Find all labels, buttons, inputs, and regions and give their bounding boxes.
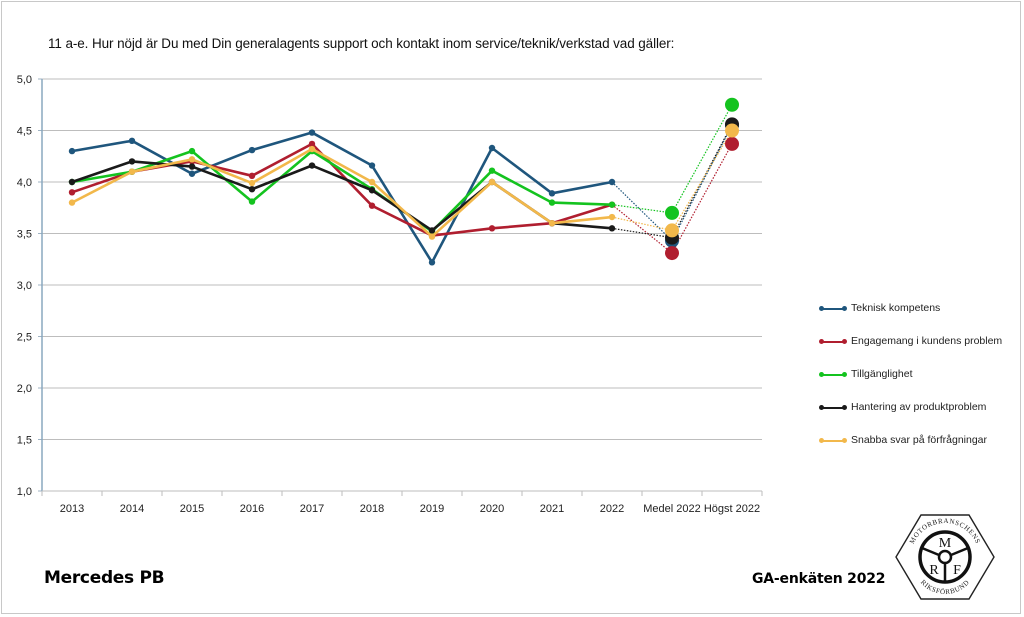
data-point [608, 178, 616, 186]
series-lines [68, 97, 739, 266]
x-tick-label: 2014 [120, 503, 144, 515]
data-point [248, 172, 256, 180]
y-tick-label: 2,5 [17, 332, 32, 344]
data-point [68, 189, 76, 196]
data-point [248, 179, 256, 187]
data-point [488, 167, 496, 174]
x-tick-label: 2016 [240, 503, 264, 515]
data-point [428, 233, 436, 240]
series-line [71, 147, 613, 238]
svg-text:F: F [953, 563, 961, 578]
data-point [308, 140, 316, 148]
data-point [188, 156, 196, 163]
y-tick-label: 3,5 [17, 229, 32, 241]
data-point [68, 147, 76, 155]
x-tick-label: 2017 [300, 503, 324, 515]
data-point [548, 190, 556, 197]
mrf-logo: MOTORBRANSCHENS RIKSFÖRBUND M R F [895, 514, 995, 600]
data-point [308, 129, 316, 136]
y-tick-label: 2,0 [17, 383, 32, 395]
data-point [248, 198, 256, 205]
svg-text:R: R [929, 563, 939, 578]
data-point [188, 170, 196, 177]
summary-point [665, 246, 679, 261]
summary-point [725, 97, 739, 112]
x-tick-label: 2020 [480, 503, 504, 515]
data-point [308, 145, 316, 153]
y-tick-label: 4,0 [17, 177, 32, 189]
x-tick-label: 2018 [360, 503, 384, 515]
y-axis: 1,0 1,5 2,0 2,5 3,0 3,5 4,0 4,5 5,0 [17, 74, 43, 498]
data-point [128, 168, 136, 175]
data-point [308, 162, 316, 169]
survey-name: GA-enkäten 2022 [752, 571, 886, 587]
data-point [68, 178, 76, 186]
summary-point [725, 136, 739, 151]
series-line [71, 131, 613, 264]
data-point [248, 186, 256, 193]
series-line [71, 160, 613, 232]
data-point [128, 137, 136, 144]
summary-point [665, 205, 679, 220]
data-point [128, 158, 136, 165]
x-tick-label: 2019 [420, 503, 444, 515]
series-connector-dotted [611, 143, 733, 254]
series-line [71, 149, 613, 233]
series-connector-dotted [611, 125, 733, 242]
y-tick-label: 1,0 [17, 486, 32, 498]
data-point [368, 178, 376, 186]
legend-label: Engagemang i kundens problem [851, 335, 1003, 347]
data-point [488, 225, 496, 232]
legend-swatch [819, 438, 847, 443]
data-point [548, 220, 556, 227]
svg-text:M: M [939, 536, 952, 551]
legend-swatch [819, 372, 847, 377]
data-point [188, 147, 196, 155]
data-point [188, 163, 196, 170]
data-point [608, 225, 616, 232]
data-point [428, 259, 436, 266]
y-tick-label: 1,5 [17, 435, 32, 447]
data-point [368, 202, 376, 209]
legend-swatch [819, 339, 847, 344]
data-point [368, 187, 376, 194]
legend-label: Hantering av produktproblem [851, 401, 987, 413]
x-tick-label: Medel 2022 [643, 503, 701, 515]
legend-label: Tillgänglighet [851, 368, 913, 380]
brand-name: Mercedes PB [44, 568, 165, 588]
x-tick-label: 2015 [180, 503, 204, 515]
data-point [488, 144, 496, 152]
legend-label: Teknisk kompetens [851, 302, 941, 314]
data-point [608, 201, 616, 208]
x-tick-label: 2013 [60, 503, 84, 515]
y-tick-label: 3,0 [17, 280, 32, 292]
data-point [248, 146, 256, 154]
data-point [548, 199, 556, 206]
data-point [428, 227, 436, 234]
x-tick-label: 2022 [600, 503, 624, 515]
x-tick-label: Högst 2022 [704, 503, 760, 515]
summary-point [725, 123, 739, 138]
legend-swatch [819, 405, 847, 410]
gridlines [42, 78, 762, 492]
summary-point [665, 223, 679, 238]
series-line [71, 142, 613, 237]
x-tick-label: 2021 [540, 503, 564, 515]
data-point [608, 213, 616, 221]
x-axis: 2013 2014 2015 2016 2017 2018 2019 2020 2021 2022… [41, 490, 763, 515]
y-tick-label: 5,0 [17, 74, 32, 86]
data-point [368, 162, 376, 169]
data-point [68, 199, 76, 206]
chart-title: 11 a-e. Hur nöjd är Du med Din generalag… [48, 36, 675, 51]
data-point [488, 178, 496, 186]
y-tick-label: 4,5 [17, 126, 32, 138]
legend-label: Snabba svar på förfrågningar [851, 434, 988, 446]
legend-swatch [819, 306, 847, 311]
